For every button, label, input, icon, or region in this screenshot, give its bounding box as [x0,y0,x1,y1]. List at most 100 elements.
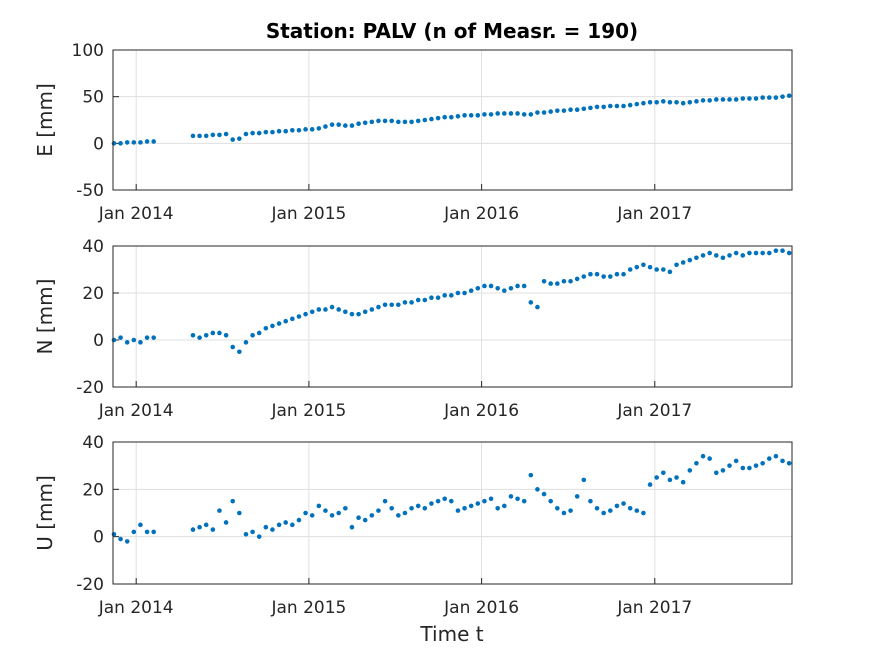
data-point [568,508,573,513]
data-point [588,105,593,111]
data-point [435,295,441,301]
data-point [780,458,785,464]
data-point [608,103,613,109]
data-point [641,100,646,106]
data-point [276,128,282,134]
data-point [435,115,441,121]
data-point [528,300,534,305]
data-point [495,286,500,291]
data-point [780,248,785,253]
data-point [356,515,361,521]
data-point [694,255,699,261]
data-point [323,508,328,513]
subplot-1: Jan 2014 Jan 2015 Jan 2016 Jan 2017 -50 0 50 10… [33,41,793,224]
data-point [336,307,342,312]
data-point [138,340,143,345]
data-point [111,532,117,537]
data-point [223,520,229,525]
data-point [760,250,765,256]
data-point [343,505,348,511]
data-point [237,349,242,355]
data-point [409,119,414,125]
axes-box [112,441,793,585]
y-tick-label: 20 [82,284,104,304]
data-point [396,513,401,518]
data-point [475,286,481,291]
data-point [217,330,222,336]
data-point [786,461,792,466]
data-point [270,129,275,135]
data-point [203,133,209,139]
data-point [303,311,308,317]
data-point [329,513,335,518]
data-point [270,527,275,532]
data-point [608,508,613,513]
y-tick-label: 100 [72,41,104,61]
data-point [203,333,209,338]
data-point [349,311,355,317]
data-point [118,536,123,542]
data-point [700,453,706,459]
data-point [482,283,487,289]
data-point [766,250,772,256]
data-point [528,112,534,117]
data-point [296,517,302,523]
data-point [402,510,408,516]
data-point [720,468,726,473]
data-point [422,117,428,123]
data-point [753,96,759,101]
data-point [601,104,606,110]
data-point [309,127,315,132]
y-tick-label: 50 [82,88,104,108]
data-point [455,113,461,119]
data-point [574,276,580,282]
data-point [475,113,481,118]
data-point [760,461,765,466]
data-point [707,456,712,461]
data-point [468,288,474,293]
data-point [733,250,739,256]
data-point [349,524,355,530]
data-point [415,503,421,509]
data-point [488,496,494,502]
data-point [601,510,606,516]
data-point [508,111,514,116]
data-point [594,104,600,110]
data-point [747,465,752,471]
data-point [263,129,269,135]
y-axis-label: N [mm] [33,279,57,355]
data-point [515,111,520,116]
data-point [561,278,567,284]
data-point [210,330,216,336]
data-point [627,267,633,272]
data-point [740,465,746,471]
data-point [422,505,428,511]
x-tick-label: Jan 2016 [443,204,519,224]
x-tick-label: Jan 2014 [98,401,174,421]
data-point [435,498,441,504]
data-point [131,337,137,343]
data-point [647,264,653,270]
data-point [409,300,414,305]
data-point [210,132,216,138]
data-point [329,122,335,127]
data-point [502,503,507,509]
data-point [111,337,117,343]
data-point [674,475,679,480]
data-point [462,113,467,118]
data-point [468,113,474,118]
data-point [316,307,322,312]
data-point [773,248,779,253]
x-tick-label: Jan 2015 [270,598,346,618]
data-point [223,333,229,338]
data-point [343,123,348,128]
data-point [276,522,282,528]
data-point [654,99,659,105]
data-point [641,262,646,268]
data-point [442,293,447,298]
data-point [237,136,242,141]
data-point [356,121,361,127]
data-point [243,532,249,537]
data-point [190,133,196,139]
data-point [753,250,759,256]
